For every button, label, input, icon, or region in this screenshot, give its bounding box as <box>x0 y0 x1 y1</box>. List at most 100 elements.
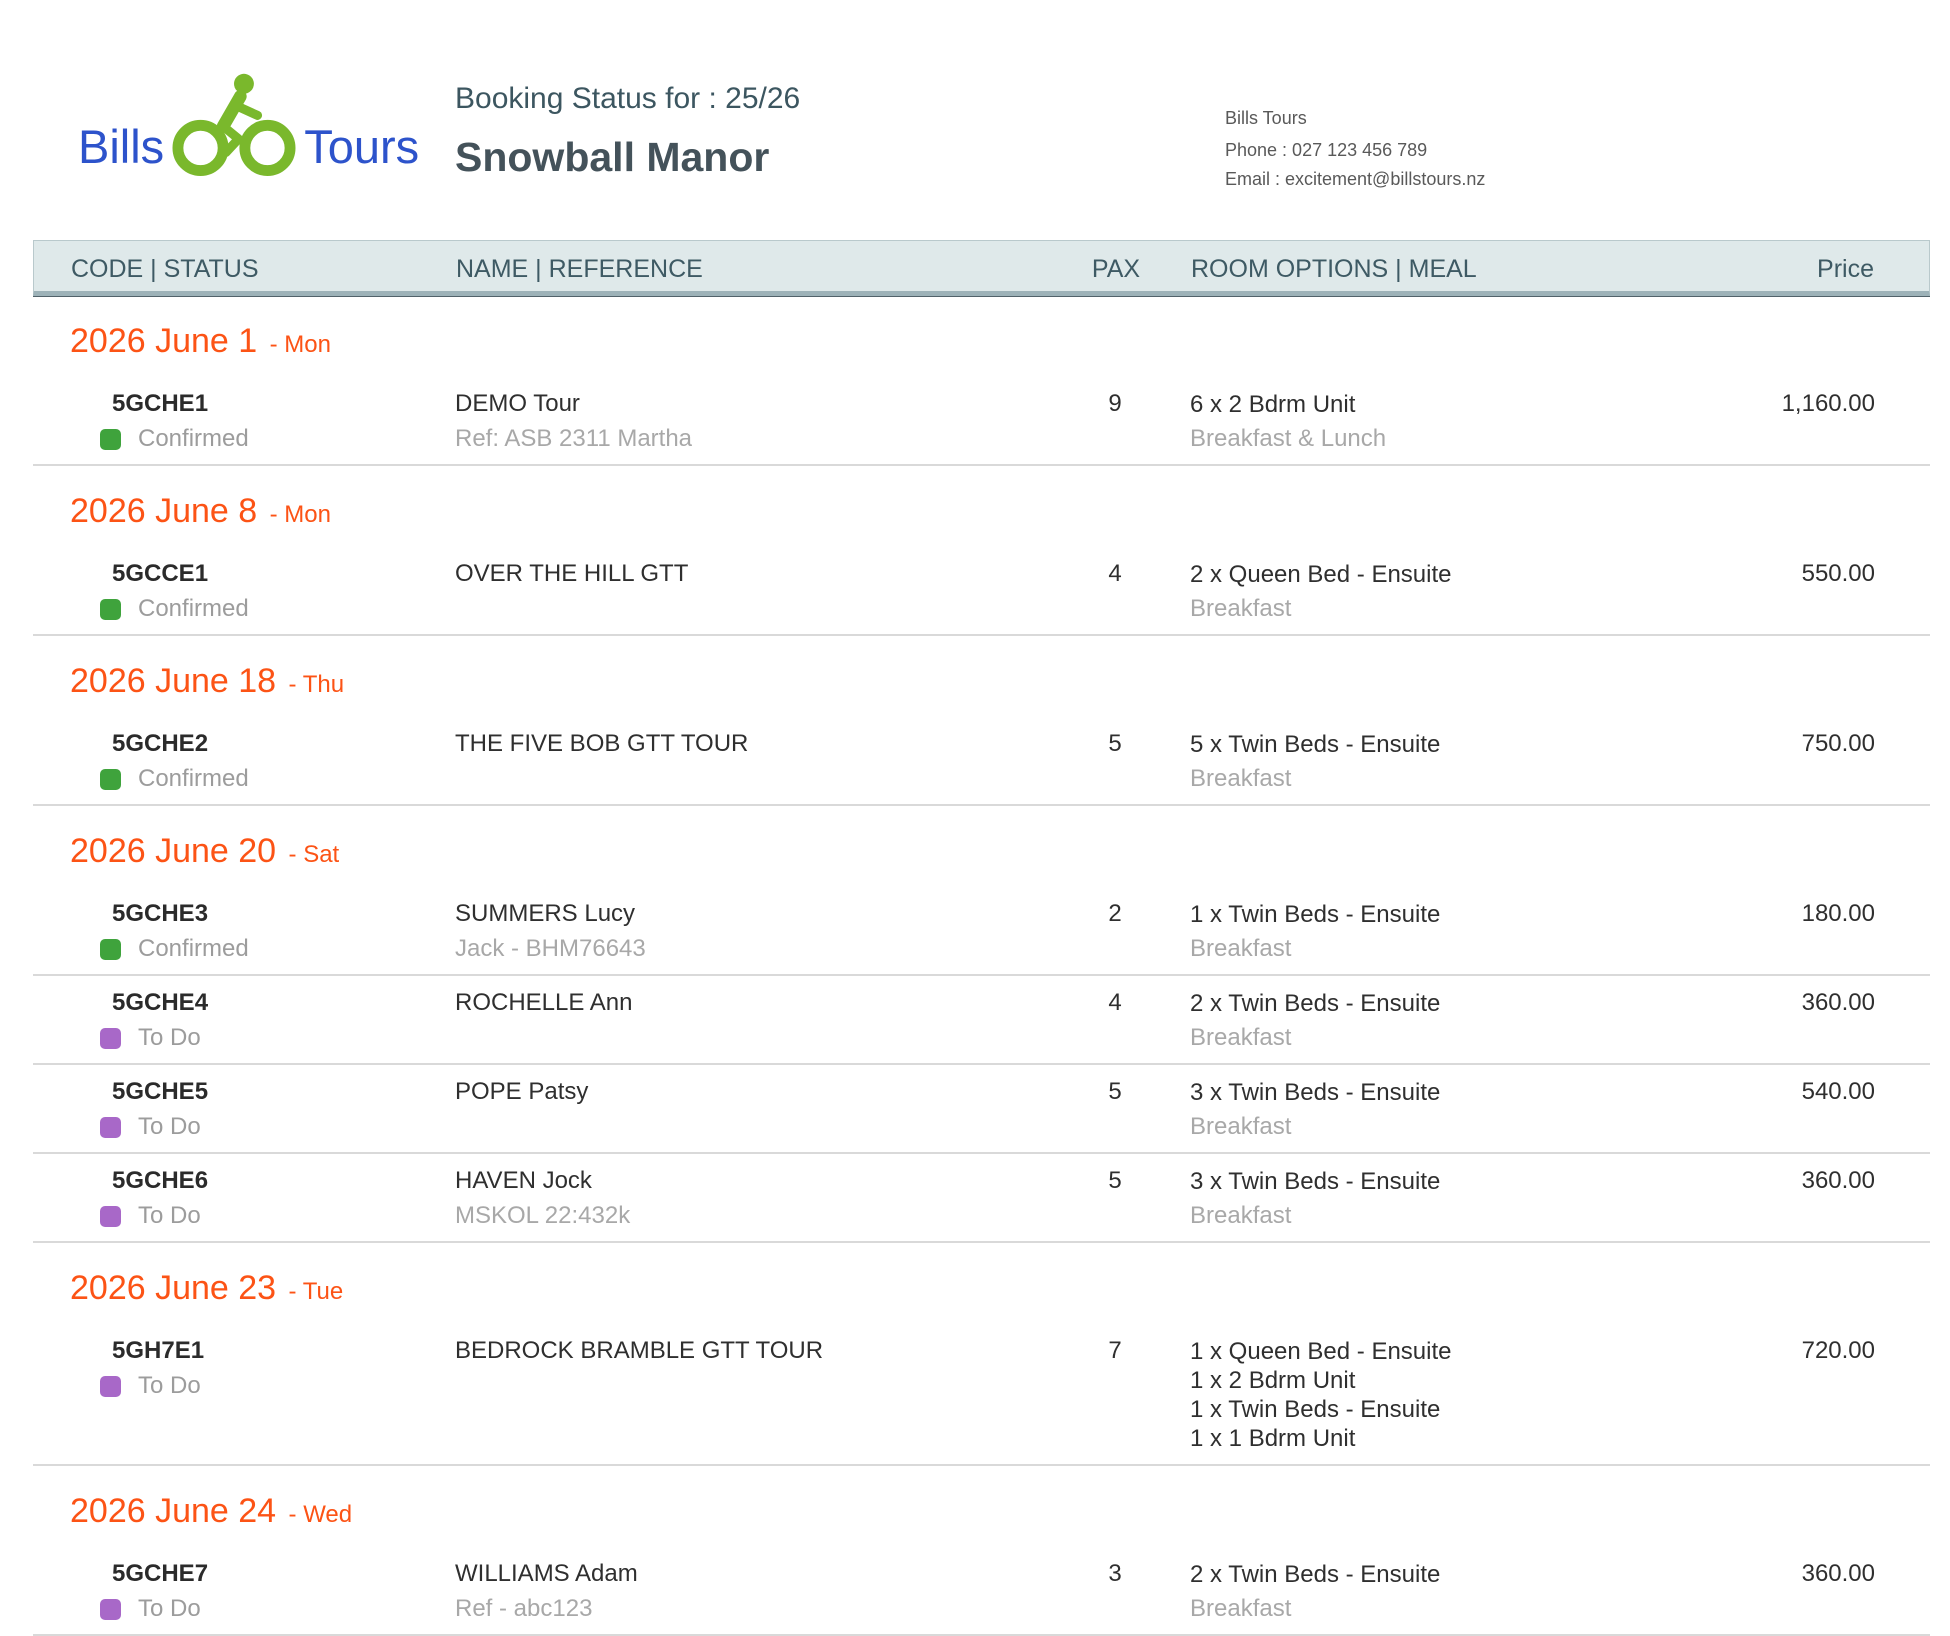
booking-price: 720.00 <box>1801 1337 1875 1364</box>
room-option: 1 x Twin Beds - Ensuite <box>1190 901 1441 928</box>
room-option: 1 x 2 Bdrm Unit <box>1190 1367 1356 1394</box>
booking-name: THE FIVE BOB GTT TOUR <box>455 730 749 757</box>
name-reference-cell: DEMO Tour Ref: ASB 2311 Martha <box>455 390 692 453</box>
booking-row[interactable]: 5GH7E1 To Do BEDROCK BRAMBLE GTT TOUR 7 … <box>33 1324 1930 1466</box>
booking-price: 750.00 <box>1801 730 1875 757</box>
booking-row[interactable]: 5GCHE3 Confirmed SUMMERS Lucy Jack - BHM… <box>33 887 1930 976</box>
bills-tours-logo[interactable]: Bills Tours <box>78 72 419 176</box>
pax-count: 2 <box>1108 900 1122 927</box>
booking-price: 360.00 <box>1801 1167 1875 1194</box>
pax-count: 3 <box>1108 1560 1122 1587</box>
room-option: 2 x Queen Bed - Ensuite <box>1190 561 1452 588</box>
name-reference-cell: ROCHELLE Ann <box>455 989 632 1017</box>
booking-name: HAVEN Jock <box>455 1167 592 1194</box>
booking-price: 360.00 <box>1801 989 1875 1016</box>
date-section-header: 2026 June 20 - Sat <box>33 806 1930 887</box>
status-color-icon <box>100 1375 121 1397</box>
name-reference-cell: THE FIVE BOB GTT TOUR <box>455 730 748 758</box>
contact-phone: Phone : 027 123 456 789 <box>1225 140 1428 160</box>
room-meal-cell: 2 x Queen Bed - Ensuite Breakfast <box>1190 560 1930 623</box>
room-meal-cell: 3 x Twin Beds - Ensuite Breakfast <box>1190 1078 1930 1141</box>
logo-prefix: Bills <box>78 120 165 173</box>
booking-price: 550.00 <box>1801 560 1875 587</box>
status-label: To Do <box>138 1202 201 1229</box>
booking-name: BEDROCK BRAMBLE GTT TOUR <box>455 1337 824 1364</box>
pax-count: 9 <box>1108 390 1122 417</box>
status-color-icon <box>100 768 121 790</box>
logo-suffix: Tours <box>304 120 420 173</box>
room-option: 1 x Twin Beds - Ensuite <box>1190 1396 1441 1423</box>
date-section-header: 2026 June 1 - Mon <box>33 296 1930 377</box>
booking-price: 540.00 <box>1801 1078 1875 1105</box>
section-day: - Wed <box>288 1501 353 1528</box>
pax-count: 4 <box>1108 989 1122 1016</box>
room-meal-cell: 5 x Twin Beds - Ensuite Breakfast <box>1190 730 1930 793</box>
booking-code: 5GH7E1 <box>112 1337 205 1364</box>
date-section-header: 2026 June 23 - Tue <box>33 1243 1930 1324</box>
name-reference-cell: WILLIAMS Adam Ref - abc123 <box>455 1560 638 1623</box>
status-label: To Do <box>138 1024 201 1051</box>
column-header-room-meal: ROOM OPTIONS | MEAL <box>1191 255 1477 283</box>
booking-code: 5GCHE7 <box>112 1560 209 1587</box>
booking-status: To Do <box>100 1024 208 1052</box>
booking-price: 180.00 <box>1801 900 1875 927</box>
section-date: 2026 June 23 <box>70 1269 277 1307</box>
meal-option: Breakfast <box>1190 935 1292 962</box>
status-label: Confirmed <box>138 935 249 962</box>
table-header-bar: CODE | STATUS NAME | REFERENCE PAX ROOM … <box>33 240 1930 296</box>
section-day: - Sat <box>288 841 340 868</box>
booking-code: 5GCCE1 <box>112 560 209 587</box>
booking-reference: Ref: ASB 2311 Martha <box>455 425 693 452</box>
pax-count: 4 <box>1108 560 1122 587</box>
booking-row[interactable]: 5GCHE6 To Do HAVEN Jock MSKOL 22:432k 5 … <box>33 1154 1930 1243</box>
status-color-icon <box>100 598 121 620</box>
room-option: 3 x Twin Beds - Ensuite <box>1190 1079 1441 1106</box>
meal-option: Breakfast <box>1190 765 1292 792</box>
name-reference-cell: HAVEN Jock MSKOL 22:432k <box>455 1167 630 1230</box>
booking-status: To Do <box>100 1372 204 1400</box>
status-color-icon <box>100 1027 121 1049</box>
code-status-cell: 5GCHE7 To Do <box>100 1560 208 1623</box>
name-reference-cell: POPE Patsy <box>455 1078 588 1106</box>
pax-count: 7 <box>1108 1337 1122 1364</box>
room-option: 2 x Twin Beds - Ensuite <box>1190 990 1441 1017</box>
status-label: Confirmed <box>138 765 249 792</box>
booking-row[interactable]: 5GCHE2 Confirmed THE FIVE BOB GTT TOUR 5… <box>33 717 1930 806</box>
code-status-cell: 5GCHE4 To Do <box>100 989 208 1052</box>
code-status-cell: 5GCHE6 To Do <box>100 1167 208 1230</box>
section-day: - Tue <box>288 1278 344 1305</box>
booking-status: Confirmed <box>100 595 249 623</box>
status-color-icon <box>100 1116 121 1138</box>
booking-row[interactable]: 5GCHE1 Confirmed DEMO Tour Ref: ASB 2311… <box>33 377 1930 466</box>
room-option: 1 x 1 Bdrm Unit <box>1190 1425 1356 1452</box>
booking-row[interactable]: 5GCHE7 To Do WILLIAMS Adam Ref - abc123 … <box>33 1547 1930 1636</box>
name-reference-cell: SUMMERS Lucy Jack - BHM76643 <box>455 900 646 963</box>
column-header-name-reference: NAME | REFERENCE <box>456 255 703 283</box>
booking-name: DEMO Tour <box>455 390 580 417</box>
booking-row[interactable]: 5GCHE5 To Do POPE Patsy 5 3 x Twin Beds … <box>33 1065 1930 1154</box>
booking-row[interactable]: 5GCHE4 To Do ROCHELLE Ann 4 2 x Twin Bed… <box>33 976 1930 1065</box>
property-name: Snowball Manor <box>455 134 770 180</box>
code-status-cell: 5GCCE1 Confirmed <box>100 560 249 623</box>
booking-code: 5GCHE5 <box>112 1078 209 1105</box>
booking-status: To Do <box>100 1202 208 1230</box>
meal-option: Breakfast & Lunch <box>1190 425 1387 452</box>
pax-count: 5 <box>1108 1078 1122 1105</box>
booking-name: ROCHELLE Ann <box>455 989 633 1016</box>
booking-row[interactable]: 5GCCE1 Confirmed OVER THE HILL GTT 4 2 x… <box>33 547 1930 636</box>
pax-count: 5 <box>1108 730 1122 757</box>
code-status-cell: 5GCHE3 Confirmed <box>100 900 249 963</box>
room-option: 5 x Twin Beds - Ensuite <box>1190 731 1441 758</box>
section-date: 2026 June 1 <box>70 322 258 360</box>
column-header-code-status: CODE | STATUS <box>71 255 259 283</box>
booking-status: Confirmed <box>100 765 249 793</box>
section-date: 2026 June 8 <box>70 492 258 530</box>
booking-reference: Ref - abc123 <box>455 1595 593 1622</box>
section-day: - Mon <box>269 501 331 528</box>
code-status-cell: 5GCHE5 To Do <box>100 1078 208 1141</box>
room-option: 3 x Twin Beds - Ensuite <box>1190 1168 1441 1195</box>
date-section-header: 2026 June 24 - Wed <box>33 1466 1930 1547</box>
booking-status: To Do <box>100 1595 208 1623</box>
meal-option: Breakfast <box>1190 1024 1292 1051</box>
booking-reference: Jack - BHM76643 <box>455 935 646 962</box>
